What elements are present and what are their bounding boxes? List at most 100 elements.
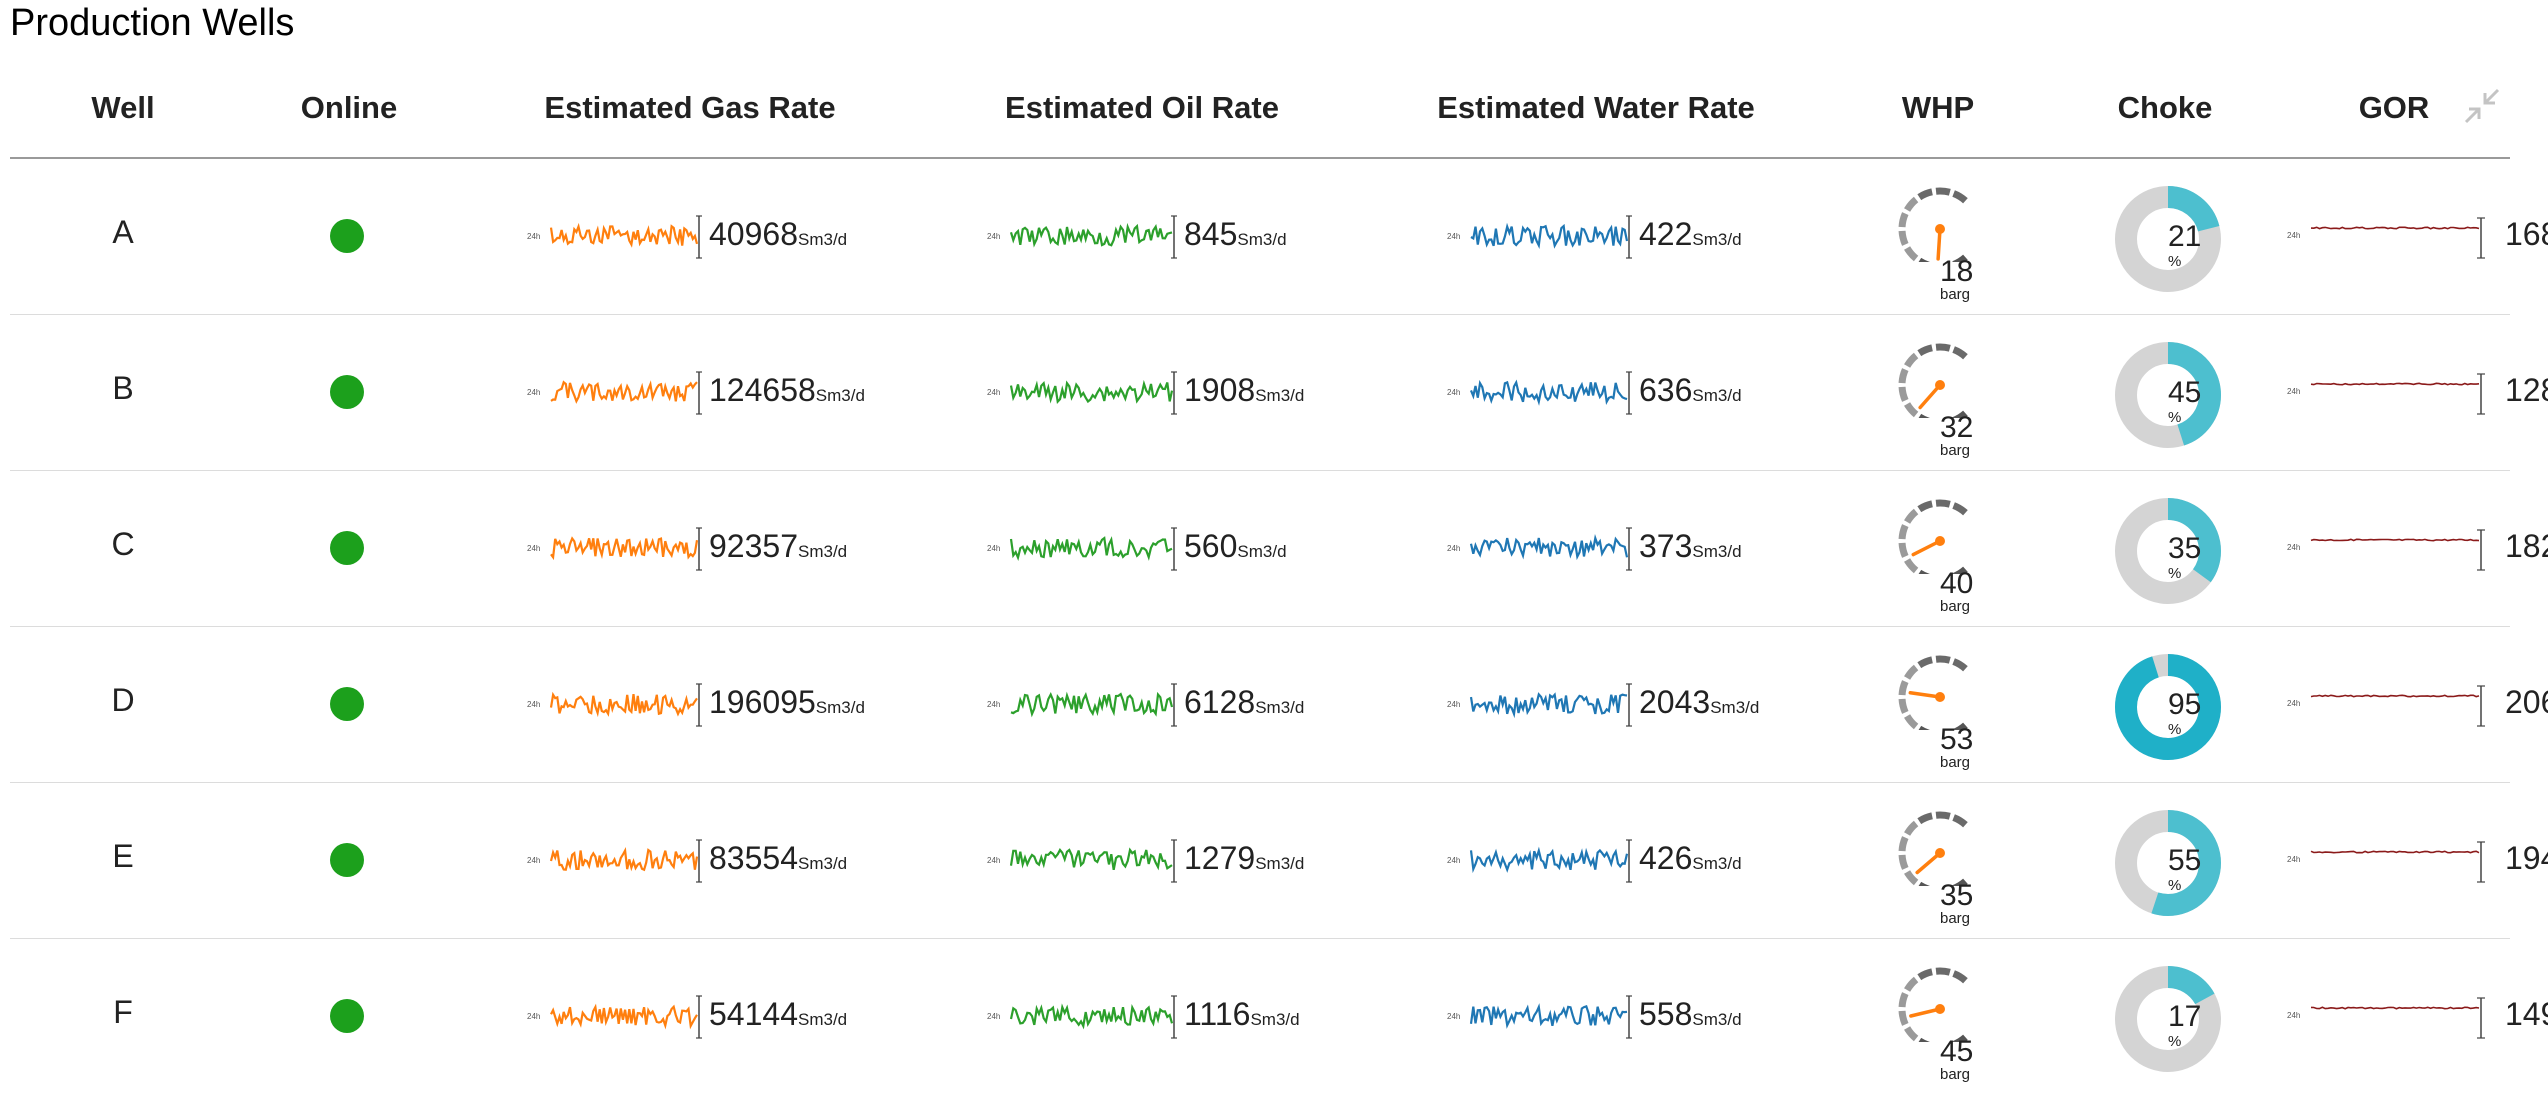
gauge-scale-segment xyxy=(1898,230,1909,246)
row-divider xyxy=(10,938,2510,939)
gor-sparkline xyxy=(2310,850,2480,854)
online-status-indicator xyxy=(330,531,364,565)
whp-gauge xyxy=(1895,184,1985,271)
column-header-choke[interactable]: Choke xyxy=(2117,90,2213,125)
water-rate-value: 422Sm3/d xyxy=(1639,216,1742,253)
sparkline-range-label: 24h xyxy=(1447,856,1460,865)
collapse-arrows-icon[interactable] xyxy=(2462,86,2502,126)
gauge-scale-segment xyxy=(1904,196,1919,212)
column-header-online[interactable]: Online xyxy=(300,90,398,125)
oil-rate-value: 560Sm3/d xyxy=(1184,528,1287,565)
sparkline-range-label: 24h xyxy=(527,700,540,709)
sparkline-series xyxy=(550,536,699,561)
column-header-oil-rate[interactable]: Estimated Oil Rate xyxy=(1005,90,1279,125)
gauge-scale-segment xyxy=(1952,658,1968,672)
choke-fill-arc xyxy=(2115,810,2221,916)
gauge-scale-segment xyxy=(1935,655,1951,664)
gor-sparkline xyxy=(2310,694,2480,698)
online-status-indicator xyxy=(330,375,364,409)
gor-range-label: 24h xyxy=(2287,387,2300,396)
gor-value: 194 xyxy=(2505,840,2548,876)
gor-value: 182 xyxy=(2505,528,2548,564)
row-divider xyxy=(10,470,2510,471)
sparkline-range-label: 24h xyxy=(1447,700,1460,709)
water-rate-number: 636 xyxy=(1639,372,1693,408)
water-rate-sparkline: 24h xyxy=(1445,208,1635,269)
gor-value: 206 xyxy=(2505,684,2548,720)
table-row[interactable]: D 24h 196095Sm3/d 24h 6128Sm3/d 24h 2043Sm3/d 5… xyxy=(0,626,2548,782)
oil-rate-value: 1279Sm3/d xyxy=(1184,840,1304,877)
gauge-scale-segment xyxy=(1898,836,1909,852)
gauge-scale-segment xyxy=(1904,870,1919,886)
gauge-hub xyxy=(1935,1004,1945,1014)
gas-rate-sparkline: 24h xyxy=(525,364,705,425)
sparkline-series xyxy=(550,380,698,404)
rate-unit: Sm3/d xyxy=(797,1010,848,1029)
sparkline-series xyxy=(1009,536,1173,561)
gauge-scale-segment xyxy=(1898,212,1909,228)
gauge-scale-segment xyxy=(1935,187,1951,196)
oil-rate-number: 845 xyxy=(1184,216,1238,252)
rate-unit: Sm3/d xyxy=(1692,854,1742,873)
gauge-needle xyxy=(1911,539,1942,557)
column-header-gor[interactable]: GOR xyxy=(2358,90,2430,125)
gauge-scale-segment xyxy=(1904,976,1919,992)
gas-rate-sparkline: 24h xyxy=(525,832,705,893)
water-rate-value: 373Sm3/d xyxy=(1639,528,1742,565)
rate-unit: Sm3/d xyxy=(815,698,865,717)
choke-fill-arc xyxy=(2115,654,2221,760)
sparkline-series xyxy=(549,847,699,872)
online-status-indicator xyxy=(330,999,364,1033)
water-rate-value: 636Sm3/d xyxy=(1639,372,1742,409)
row-divider xyxy=(10,782,2510,783)
rate-unit: Sm3/d xyxy=(815,386,865,405)
gauge-scale-segment xyxy=(1898,368,1909,384)
column-header-well[interactable]: Well xyxy=(91,90,155,125)
gor-sparkline-container: 24h xyxy=(2285,988,2495,1049)
well-name: E xyxy=(112,838,134,874)
choke-fill-arc xyxy=(2115,186,2221,292)
gauge-scale-segment xyxy=(1917,725,1933,738)
oil-rate-value: 6128Sm3/d xyxy=(1184,684,1304,721)
choke-fill-arc xyxy=(2115,966,2221,1072)
table-row[interactable]: C 24h 92357Sm3/d 24h 560Sm3/d 24h 373Sm3/d 40 ba… xyxy=(0,470,2548,626)
gauge-scale-segment xyxy=(1935,811,1951,820)
table-row[interactable]: E 24h 83554Sm3/d 24h 1279Sm3/d 24h 426Sm3/d 35 b… xyxy=(0,782,2548,938)
choke-donut xyxy=(2113,808,2223,923)
gor-value: 168 xyxy=(2505,216,2548,252)
gas-rate-number: 83554 xyxy=(709,840,798,876)
rate-unit: Sm3/d xyxy=(1255,386,1305,405)
header-divider xyxy=(10,157,2510,159)
sparkline-series xyxy=(1009,1003,1174,1030)
sparkline-series xyxy=(1469,379,1628,406)
rate-unit: Sm3/d xyxy=(1255,698,1305,717)
choke-fill-arc xyxy=(2115,498,2221,604)
rate-unit: Sm3/d xyxy=(1692,386,1742,405)
gas-rate-sparkline: 24h xyxy=(525,676,705,737)
gauge-scale-segment xyxy=(1917,968,1933,981)
water-rate-sparkline: 24h xyxy=(1445,520,1635,581)
gauge-scale-segment xyxy=(1952,814,1968,828)
column-header-whp[interactable]: WHP xyxy=(1901,90,1975,125)
sparkline-series xyxy=(1009,222,1173,248)
column-header-gas-rate[interactable]: Estimated Gas Rate xyxy=(544,90,836,125)
oil-rate-number: 1116 xyxy=(1184,996,1251,1032)
oil-rate-sparkline: 24h xyxy=(985,676,1180,737)
table-row[interactable]: B 24h 124658Sm3/d 24h 1908Sm3/d 24h 636Sm3/d 32… xyxy=(0,314,2548,470)
sparkline-range-label: 24h xyxy=(987,232,1000,241)
table-row[interactable]: A 24h 40968Sm3/d 24h 845Sm3/d 24h 422Sm3/d 18 ba… xyxy=(0,158,2548,314)
gauge-scale-segment xyxy=(1952,190,1968,204)
gas-rate-value: 54144Sm3/d xyxy=(709,996,847,1033)
sparkline-range-label: 24h xyxy=(1447,544,1460,553)
gauge-scale-segment xyxy=(1917,812,1933,825)
gor-sparkline-container: 24h xyxy=(2285,832,2495,893)
column-header-water-rate[interactable]: Estimated Water Rate xyxy=(1437,90,1755,125)
choke-fill-arc xyxy=(2115,342,2221,448)
page-title: Production Wells xyxy=(10,2,295,44)
water-rate-value: 558Sm3/d xyxy=(1639,996,1742,1033)
whp-gauge xyxy=(1895,964,1985,1051)
table-row[interactable]: F 24h 54144Sm3/d 24h 1116Sm3/d 24h 558Sm3/d 45 b… xyxy=(0,938,2548,1094)
sparkline-range-label: 24h xyxy=(1447,232,1460,241)
gauge-scale-segment xyxy=(1904,402,1919,418)
row-divider xyxy=(10,626,2510,627)
